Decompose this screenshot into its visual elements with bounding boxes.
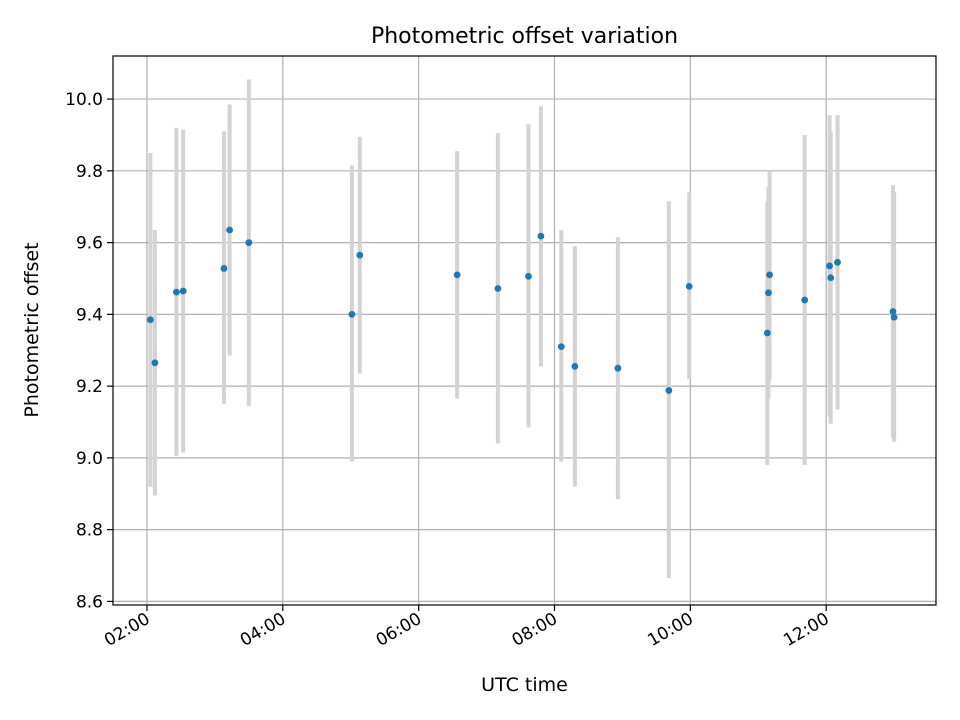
y-tick-label: 9.6 (76, 234, 103, 254)
data-point (766, 271, 773, 279)
data-point (889, 308, 897, 315)
data-point (557, 343, 565, 351)
data-point (245, 239, 253, 246)
grid-lines (113, 56, 936, 605)
y-tick-label: 9.8 (76, 162, 103, 182)
y-tick-label: 8.8 (76, 521, 103, 541)
plot-frame (112, 55, 937, 606)
data-point (763, 329, 771, 337)
y-tick-label: 9.2 (76, 377, 103, 397)
data-point (571, 362, 579, 370)
y-axis-label: Photometric offset (21, 242, 43, 417)
data-point (146, 316, 154, 324)
x-axis-label: UTC time (481, 674, 568, 696)
data-point (665, 387, 673, 394)
data-point (826, 262, 833, 270)
data-point (220, 265, 228, 272)
data-point (834, 258, 841, 266)
data-point (151, 359, 159, 367)
data-point (685, 282, 693, 290)
data-point (525, 272, 532, 280)
y-tick-label: 9.4 (76, 305, 103, 325)
chart-title: Photometric offset variation (371, 24, 678, 49)
data-point (801, 296, 809, 304)
y-tick-label: 10.0 (65, 90, 103, 110)
data-point (537, 232, 545, 240)
data-point (348, 310, 356, 318)
data-point (765, 289, 772, 297)
y-tick-label: 9.0 (76, 449, 103, 469)
data-point (494, 285, 502, 292)
data-point (226, 226, 234, 234)
data-point (827, 274, 835, 282)
data-point (172, 288, 180, 296)
plot-area (113, 56, 936, 605)
data-point (356, 251, 364, 259)
data-points (146, 226, 898, 394)
y-tick-label: 8.6 (76, 592, 103, 612)
data-point (179, 287, 187, 295)
data-point (614, 364, 622, 372)
data-point (890, 313, 898, 321)
data-point (453, 271, 461, 279)
